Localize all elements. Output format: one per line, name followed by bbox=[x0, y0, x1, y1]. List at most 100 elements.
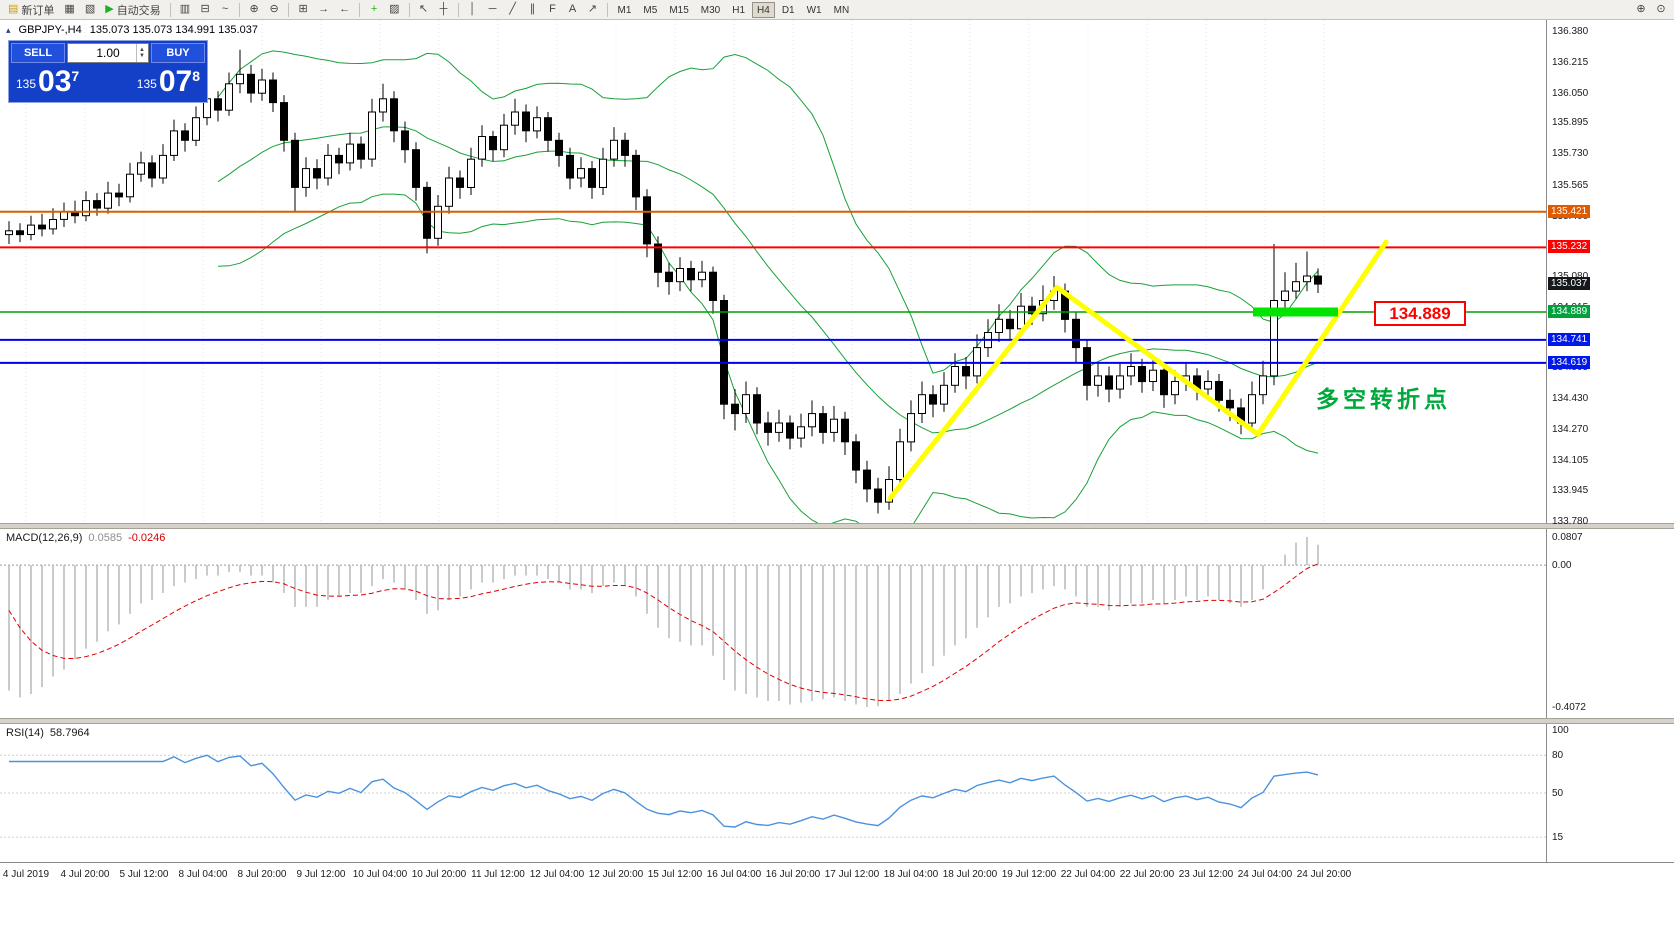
rsi-tick: 100 bbox=[1552, 725, 1569, 736]
channel-button[interactable]: ∥ bbox=[524, 1, 542, 18]
price-marker-chip: 135.232 bbox=[1548, 240, 1591, 254]
autotrading-button-label: 自动交易 bbox=[116, 4, 161, 17]
toolbar-separator bbox=[239, 2, 241, 17]
new-order-button-label: 新订单 bbox=[21, 4, 55, 17]
timeframe-m1-button[interactable]: M1 bbox=[613, 2, 637, 18]
price-tick: 133.780 bbox=[1552, 515, 1589, 527]
buy-price[interactable]: 135 07 8 bbox=[137, 65, 200, 99]
price-tick: 133.945 bbox=[1552, 484, 1589, 496]
indicators-button[interactable]: + bbox=[365, 1, 383, 18]
price-callout: 134.889 bbox=[1374, 301, 1466, 326]
toolbar-separator bbox=[359, 2, 361, 17]
time-label: 4 Jul 20:00 bbox=[60, 869, 110, 880]
panel-separator[interactable] bbox=[0, 523, 1674, 529]
text-button[interactable]: A bbox=[564, 1, 582, 18]
tile-windows-button[interactable]: ⊞ bbox=[294, 1, 312, 18]
macd-chart[interactable] bbox=[0, 529, 1546, 718]
zoom-out-icon: ⊖ bbox=[269, 3, 279, 15]
navigator-button[interactable]: ▧ bbox=[81, 1, 99, 18]
volume-spinner[interactable]: ▲ ▼ bbox=[136, 44, 147, 62]
macd-panel: 0.0807 0.00 -0.4072 MACD(12,26,9) 0.0585 -… bbox=[0, 529, 1674, 718]
rsi-axis[interactable]: 100 80 50 15 bbox=[1546, 724, 1674, 862]
timeframe-h1-button[interactable]: H1 bbox=[727, 2, 750, 18]
sell-price-big: 03 bbox=[38, 65, 72, 98]
templates-button[interactable]: ▨ bbox=[385, 1, 403, 18]
price-marker-chip: 134.619 bbox=[1548, 355, 1591, 369]
auto-scroll-button[interactable]: → bbox=[314, 1, 333, 18]
new-order-icon: ▤ bbox=[8, 3, 19, 15]
rsi-chart[interactable] bbox=[0, 724, 1546, 862]
magnifier-plus-button[interactable]: ⊕ bbox=[1632, 1, 1650, 18]
price-marker-chip: 135.421 bbox=[1548, 204, 1591, 218]
price-tick: 135.565 bbox=[1552, 179, 1589, 191]
horizontal-line-button[interactable]: ─ bbox=[484, 1, 502, 18]
bar-chart-button[interactable]: ▥ bbox=[176, 1, 194, 18]
fibonacci-icon: F bbox=[549, 3, 556, 15]
line-chart-button[interactable]: ~ bbox=[216, 1, 234, 18]
sell-price[interactable]: 135 03 7 bbox=[16, 65, 79, 99]
zoom-in-button[interactable]: ⊕ bbox=[245, 1, 263, 18]
trendline-button[interactable]: ╱ bbox=[504, 1, 522, 18]
one-click-trade-panel: SELL 1.00 ▲ ▼ BUY 135 03 7 135 07 8 bbox=[8, 40, 208, 103]
timeframe-h4-button[interactable]: H4 bbox=[752, 1, 775, 18]
time-label: 18 Jul 04:00 bbox=[883, 869, 939, 880]
macd-tick: -0.4072 bbox=[1552, 702, 1586, 713]
timeframe-m30-button[interactable]: M30 bbox=[696, 2, 725, 18]
buy-price-sup: 8 bbox=[192, 68, 200, 84]
new-order-button[interactable]: ▤ 新订单 bbox=[4, 1, 58, 18]
fibonacci-button[interactable]: F bbox=[544, 1, 562, 18]
candlestick-chart-button[interactable]: ⊟ bbox=[196, 1, 214, 18]
buy-button[interactable]: BUY bbox=[151, 43, 205, 63]
pivot-annotation: 多空转折点 bbox=[1316, 386, 1451, 412]
magnifier-button[interactable]: ⊙ bbox=[1652, 1, 1670, 18]
trendline-icon: ╱ bbox=[509, 3, 516, 15]
time-axis[interactable]: 4 Jul 2019 4 Jul 20:00 5 Jul 12:00 8 Jul 04… bbox=[0, 862, 1674, 888]
vertical-line-button[interactable]: │ bbox=[464, 1, 482, 18]
price-tick: 135.080 bbox=[1552, 271, 1588, 282]
chart-shift-button[interactable]: ← bbox=[335, 1, 354, 18]
price-chart[interactable] bbox=[0, 20, 1546, 523]
rsi-label: RSI(14) 58.7964 bbox=[6, 727, 90, 739]
autotrading-button[interactable]: ▶ 自动交易 bbox=[101, 1, 164, 18]
panel-separator[interactable] bbox=[0, 718, 1674, 724]
price-axis[interactable]: 136.380 136.215 136.050 135.895 135.730 135.5… bbox=[1546, 20, 1674, 527]
time-label: 11 Jul 12:00 bbox=[471, 869, 525, 880]
price-tick: 134.270 bbox=[1552, 423, 1589, 435]
macd-signal-value: -0.0246 bbox=[128, 532, 166, 544]
text-icon: A bbox=[568, 3, 577, 15]
time-label: 17 Jul 12:00 bbox=[824, 869, 880, 880]
chart-symbol-icon: ▴ bbox=[6, 24, 11, 35]
cursor-button[interactable]: ↖ bbox=[415, 1, 433, 18]
volume-input[interactable]: 1.00 ▲ ▼ bbox=[67, 43, 149, 63]
toolbar-separator bbox=[408, 2, 410, 17]
zoom-out-button[interactable]: ⊖ bbox=[265, 1, 283, 18]
vertical-line-icon: │ bbox=[469, 3, 476, 15]
time-label: 8 Jul 20:00 bbox=[237, 869, 287, 880]
chart-shift-icon: ← bbox=[339, 3, 351, 15]
time-label: 18 Jul 20:00 bbox=[942, 869, 998, 880]
crosshair-button[interactable]: ┼ bbox=[435, 1, 453, 18]
buy-price-prefix: 135 bbox=[136, 77, 157, 91]
magnifier-icon: ⊙ bbox=[1656, 3, 1666, 15]
arrows-button[interactable]: ↗ bbox=[584, 1, 602, 18]
arrows-icon: ↗ bbox=[587, 3, 598, 15]
macd-axis[interactable]: 0.0807 0.00 -0.4072 bbox=[1546, 529, 1674, 718]
price-tick: 136.215 bbox=[1552, 57, 1589, 69]
timeframe-w1-button[interactable]: W1 bbox=[802, 2, 827, 18]
templates-icon: ▨ bbox=[389, 3, 400, 15]
timeframe-m5-button[interactable]: M5 bbox=[638, 2, 662, 18]
price-tick: 136.050 bbox=[1552, 88, 1589, 100]
autotrading-icon: ▶ bbox=[105, 3, 114, 15]
time-label: 10 Jul 20:00 bbox=[411, 869, 467, 880]
toolbar-separator bbox=[457, 2, 459, 17]
macd-tick: 0.00 bbox=[1552, 560, 1572, 572]
sell-button[interactable]: SELL bbox=[11, 43, 65, 63]
timeframe-d1-button[interactable]: D1 bbox=[777, 2, 800, 18]
timeframe-mn-button[interactable]: MN bbox=[829, 2, 855, 18]
timeframe-m15-button[interactable]: M15 bbox=[664, 2, 693, 18]
timeframe-m30-button-label: M30 bbox=[700, 4, 721, 16]
sell-price-prefix: 135 bbox=[16, 77, 37, 91]
charts-window-button[interactable]: ▦ bbox=[60, 1, 78, 18]
indicators-icon: + bbox=[370, 3, 378, 15]
horizontal-line-icon: ─ bbox=[488, 3, 497, 15]
